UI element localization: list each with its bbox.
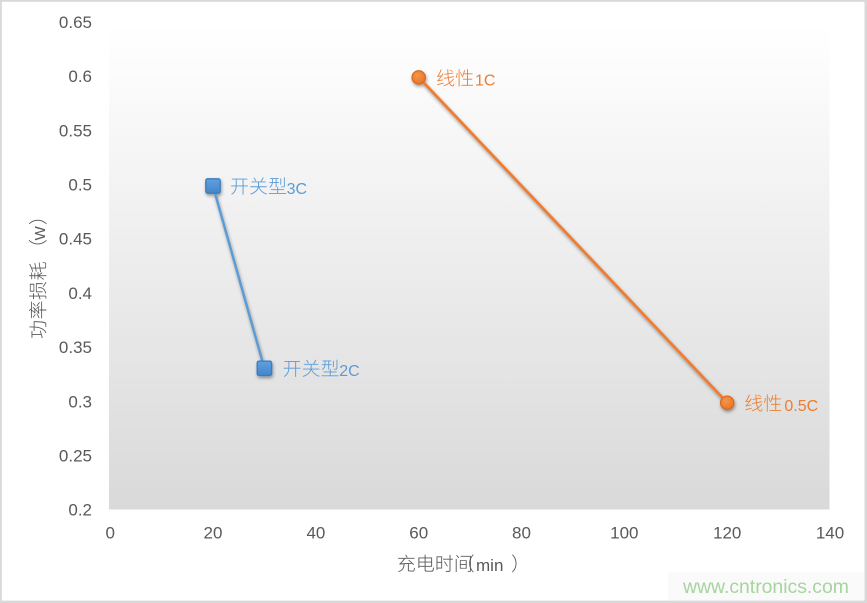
svg-text:0.65: 0.65 <box>59 13 92 32</box>
svg-text:0.3: 0.3 <box>68 392 92 411</box>
svg-text:0.5C: 0.5C <box>784 398 818 415</box>
svg-text:www.cntronics.com: www.cntronics.com <box>682 576 849 598</box>
svg-text:0.2: 0.2 <box>68 501 92 520</box>
svg-text:W: W <box>32 225 49 240</box>
svg-text:0: 0 <box>105 523 114 542</box>
svg-text:0.35: 0.35 <box>59 338 92 357</box>
svg-text:0.5: 0.5 <box>68 176 92 195</box>
svg-text:0.45: 0.45 <box>59 230 92 249</box>
svg-text:100: 100 <box>610 523 638 542</box>
svg-text:20: 20 <box>204 523 223 542</box>
svg-text:0.25: 0.25 <box>59 447 92 466</box>
svg-text:min: min <box>476 556 503 575</box>
svg-text:80: 80 <box>512 523 531 542</box>
svg-text:3C: 3C <box>287 181 307 198</box>
svg-text:0.55: 0.55 <box>59 121 92 140</box>
svg-text:2C: 2C <box>339 363 359 380</box>
svg-text:120: 120 <box>713 523 741 542</box>
svg-text:0.4: 0.4 <box>68 284 92 303</box>
svg-text:60: 60 <box>409 523 428 542</box>
svg-text:0.6: 0.6 <box>68 67 92 86</box>
svg-text:140: 140 <box>816 523 844 542</box>
svg-text:1C: 1C <box>475 73 495 90</box>
svg-text:40: 40 <box>306 523 325 542</box>
